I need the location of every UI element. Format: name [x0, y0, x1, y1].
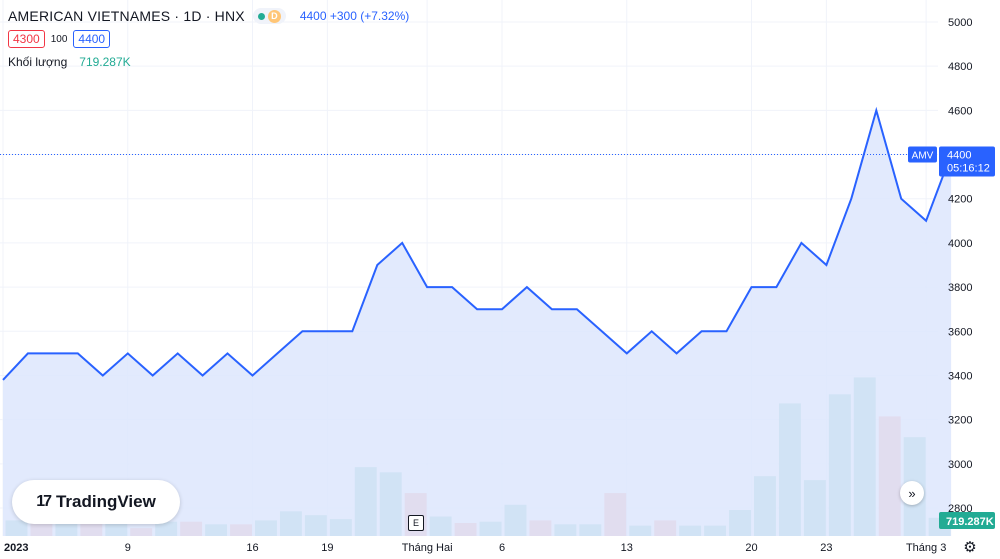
- x-tick-label: Tháng 3: [906, 542, 946, 554]
- volume-tag: 719.287K: [946, 516, 994, 528]
- buy-price-box[interactable]: 4400: [73, 30, 111, 48]
- y-tick-label: 4800: [948, 61, 972, 73]
- x-tick-label: 2023: [4, 542, 28, 554]
- tradingview-logo[interactable]: 17 TradingView: [12, 480, 180, 524]
- x-tick-label: 6: [499, 542, 505, 554]
- market-open-dot-icon: [257, 12, 265, 20]
- market-status-pill[interactable]: D: [252, 8, 286, 24]
- x-tick-label: Tháng Hai: [402, 542, 453, 554]
- chart-legend: AMERICAN VIETNAMES · 1D · HNX D 4400 +30…: [8, 6, 409, 69]
- sell-price-box[interactable]: 4300: [8, 30, 45, 48]
- y-tick-label: 4200: [948, 194, 972, 206]
- y-tick-label: 4000: [948, 238, 972, 250]
- tradingview-mark-icon: 17: [36, 493, 52, 510]
- symbol-tag: AMV: [912, 151, 934, 162]
- earnings-marker[interactable]: E: [408, 515, 424, 531]
- y-tick-label: 3600: [948, 326, 972, 338]
- x-tick-label: 16: [246, 542, 258, 554]
- volume-value: 719.287K: [79, 55, 131, 69]
- x-tick-label: 23: [820, 542, 832, 554]
- y-tick-label: 5000: [948, 17, 972, 29]
- x-tick-label: 9: [125, 542, 131, 554]
- x-tick-label: 13: [621, 542, 633, 554]
- last-price-tag-bg: [939, 146, 995, 177]
- symbol-title[interactable]: AMERICAN VIETNAMES · 1D · HNX: [8, 8, 245, 24]
- symbol-tag-bg: [908, 146, 937, 163]
- spread-value: 100: [50, 33, 68, 45]
- y-tick-label: 3400: [948, 370, 972, 382]
- price-axis[interactable]: 2800300032003400360038004000420044004600…: [948, 17, 972, 515]
- time-axis[interactable]: 2023 9 16 19 Tháng Hai 6 13 20 23 Tháng 3: [4, 542, 946, 554]
- tradingview-logo-text: TradingView: [55, 492, 156, 511]
- volume-label: Khối lượng: [8, 55, 68, 69]
- scroll-to-realtime-button[interactable]: »: [900, 481, 924, 505]
- countdown-tag: 05:16:12: [947, 163, 990, 175]
- y-tick-label: 3800: [948, 282, 972, 294]
- double-chevron-right-icon: »: [908, 485, 916, 501]
- price-area-fill: [3, 110, 952, 537]
- x-tick-label: 20: [745, 542, 757, 554]
- volume-tag-bg: [939, 512, 995, 529]
- settings-gear-icon[interactable]: ⚙: [963, 539, 977, 556]
- price-line: [2, 106, 953, 381]
- y-tick-label: 3000: [948, 459, 972, 471]
- y-tick-label: 3200: [948, 415, 972, 427]
- last-quote: 4400 +300 (+7.32%): [299, 9, 410, 23]
- data-delay-icon: D: [267, 9, 281, 23]
- last-price-tag: 4400: [947, 150, 971, 162]
- y-tick-label: 4600: [948, 105, 972, 117]
- x-tick-label: 19: [321, 542, 333, 554]
